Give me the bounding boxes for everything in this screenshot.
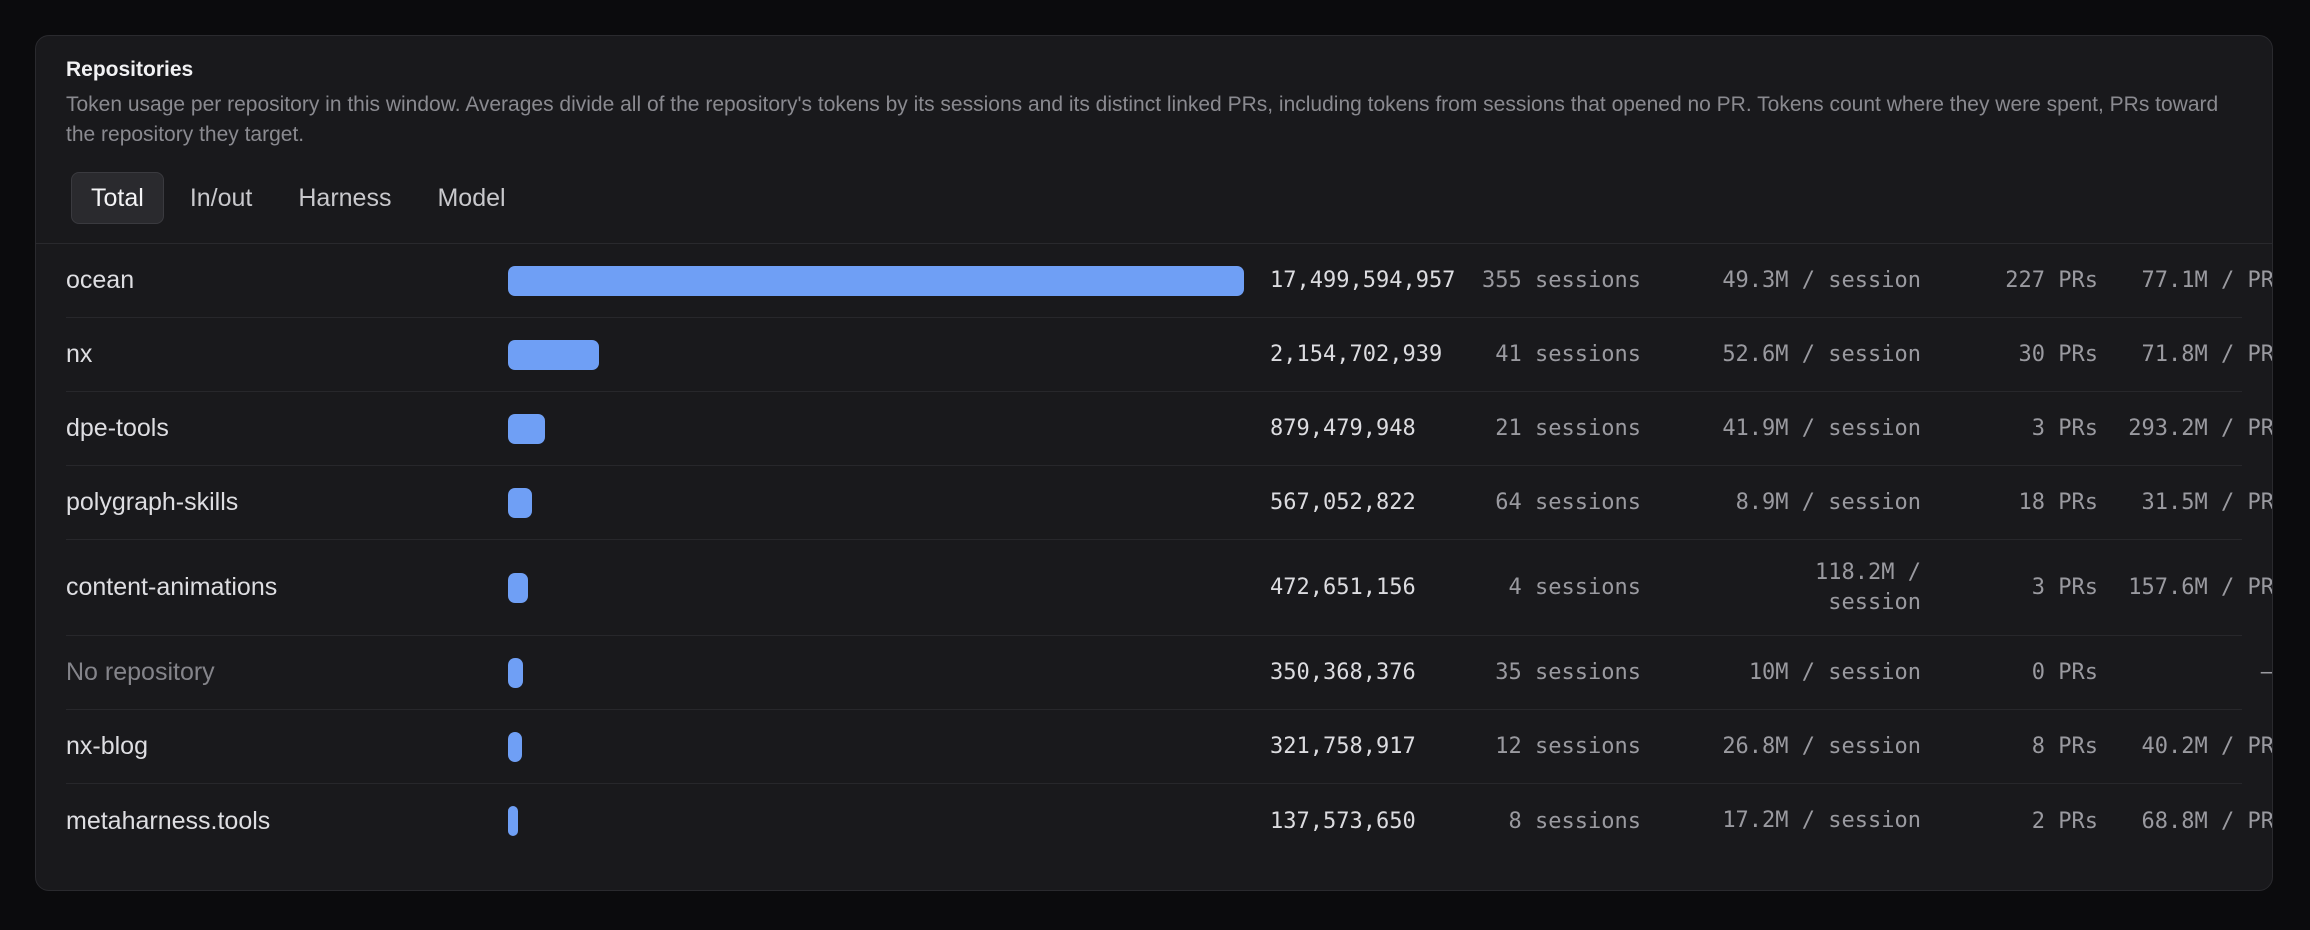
token-count: 472,651,156: [1270, 575, 1416, 600]
tokens-per-pr: 71.8M / PR: [2141, 342, 2273, 367]
session-count: 41 sessions: [1495, 342, 1641, 367]
token-count: 321,758,917: [1270, 734, 1416, 759]
pr-count: 8 PRs: [2031, 734, 2098, 759]
panel-title: Repositories: [66, 58, 194, 81]
token-bar-track: [508, 392, 1244, 465]
session-count: 8 sessions: [1508, 808, 1641, 834]
panel-header: Repositories Token usage per repository …: [36, 36, 2272, 244]
tokens-per-pr: 40.2M / PR: [2141, 734, 2273, 759]
repo-name: ocean: [66, 266, 135, 294]
repository-list: ocean 17,499,594,957 355 sessions 49.3M …: [36, 244, 2272, 858]
repositories-panel: Repositories Token usage per repository …: [35, 35, 2273, 891]
pr-count: 0 PRs: [2031, 660, 2098, 685]
session-count: 64 sessions: [1495, 490, 1641, 515]
repo-name: dpe-tools: [66, 414, 169, 442]
table-row: ocean 17,499,594,957 355 sessions 49.3M …: [66, 244, 2272, 318]
table-row: content-animations 472,651,156 4 session…: [66, 540, 2272, 636]
panel-description: Token usage per repository in this windo…: [66, 93, 2219, 146]
token-bar-track: [508, 784, 1244, 858]
table-row: nx 2,154,702,939 41 sessions 52.6M / ses…: [66, 318, 2272, 392]
table-row: No repository 350,368,376 35 sessions 10…: [66, 636, 2272, 710]
repo-name: nx: [66, 340, 93, 368]
repo-name: content-animations: [66, 573, 278, 601]
tokens-per-session-text: 10M / session: [1748, 659, 1921, 685]
token-bar: [508, 487, 532, 518]
token-count: 17,499,594,957: [1270, 268, 1456, 293]
token-count: 2,154,702,939: [1270, 342, 1443, 367]
token-bar-track: [508, 710, 1244, 783]
tokens-per-pr: 157.6M / PR: [2128, 575, 2273, 600]
tokens-per-pr: 77.1M / PR: [2141, 268, 2273, 293]
pr-count: 2 PRs: [2031, 808, 2098, 834]
table-row: nx-blog 321,758,917 12 sessions 26.8M / …: [66, 710, 2272, 784]
pr-count: 30 PRs: [2018, 342, 2098, 367]
token-count: 879,479,948: [1270, 416, 1416, 441]
tokens-per-session: 49.3M / session: [1656, 244, 1921, 317]
tokens-per-pr: —: [2260, 660, 2273, 685]
table-row: polygraph-skills 567,052,822 64 sessions…: [66, 466, 2272, 540]
pr-count: 227 PRs: [2005, 268, 2098, 293]
token-bar: [508, 806, 518, 836]
token-bar: [508, 572, 528, 603]
tokens-per-session-text: 8.9M / session: [1735, 489, 1921, 515]
token-bar-track: [508, 540, 1244, 635]
tokens-per-session: 41.9M / session: [1656, 392, 1921, 465]
tab-total[interactable]: Total: [71, 172, 164, 224]
session-count: 12 sessions: [1495, 734, 1641, 759]
tokens-per-session: 8.9M / session: [1656, 466, 1921, 539]
tab-in-out[interactable]: In/out: [189, 184, 253, 212]
table-row: dpe-tools 879,479,948 21 sessions 41.9M …: [66, 392, 2272, 466]
token-count: 567,052,822: [1270, 490, 1416, 515]
token-count: 137,573,650: [1270, 808, 1416, 834]
token-bar: [508, 413, 545, 444]
token-bar-track: [508, 244, 1244, 317]
tokens-per-session: 52.6M / session: [1656, 318, 1921, 391]
session-count: 21 sessions: [1495, 416, 1641, 441]
tokens-per-session-text: 49.3M / session: [1722, 267, 1921, 293]
tab-harness[interactable]: Harness: [298, 184, 392, 212]
token-bar-track: [508, 318, 1244, 391]
table-row: metaharness.tools 137,573,650 8 sessions…: [66, 784, 2272, 858]
tokens-per-session-text: 118.2M / session: [1815, 559, 1921, 615]
session-count: 355 sessions: [1482, 268, 1641, 293]
session-count: 4 sessions: [1508, 575, 1641, 600]
tokens-per-session-text: 41.9M / session: [1722, 415, 1921, 441]
tokens-per-session: 10M / session: [1656, 636, 1921, 709]
pr-count: 3 PRs: [2031, 575, 2098, 600]
repo-name: metaharness.tools: [66, 806, 271, 835]
repo-name: No repository: [66, 658, 215, 686]
token-count: 350,368,376: [1270, 660, 1416, 685]
pr-count: 3 PRs: [2031, 416, 2098, 441]
tab-model[interactable]: Model: [437, 184, 506, 212]
tokens-per-session-text: 17.2M / session: [1722, 808, 1921, 833]
repo-name: nx-blog: [66, 732, 148, 760]
tokens-per-session: 17.2M / session: [1656, 784, 1921, 858]
tokens-per-pr: 68.8M / PR: [2141, 808, 2273, 834]
tokens-per-session: 26.8M / session: [1656, 710, 1921, 783]
tokens-per-pr: 31.5M / PR: [2141, 490, 2273, 515]
token-bar-track: [508, 636, 1244, 709]
view-tabs: Total In/out Harness Model: [71, 172, 2242, 224]
token-bar: [508, 731, 522, 762]
pr-count: 18 PRs: [2018, 490, 2098, 515]
token-bar: [508, 339, 599, 370]
token-bar: [508, 657, 523, 688]
tokens-per-session-text: 26.8M / session: [1722, 733, 1921, 759]
tokens-per-pr: 293.2M / PR: [2128, 416, 2273, 441]
repo-name: polygraph-skills: [66, 488, 239, 516]
tokens-per-session-text: 52.6M / session: [1722, 341, 1921, 367]
token-bar-track: [508, 466, 1244, 539]
session-count: 35 sessions: [1495, 660, 1641, 685]
tokens-per-session: 118.2M / session: [1656, 540, 1921, 635]
token-bar: [508, 265, 1244, 296]
